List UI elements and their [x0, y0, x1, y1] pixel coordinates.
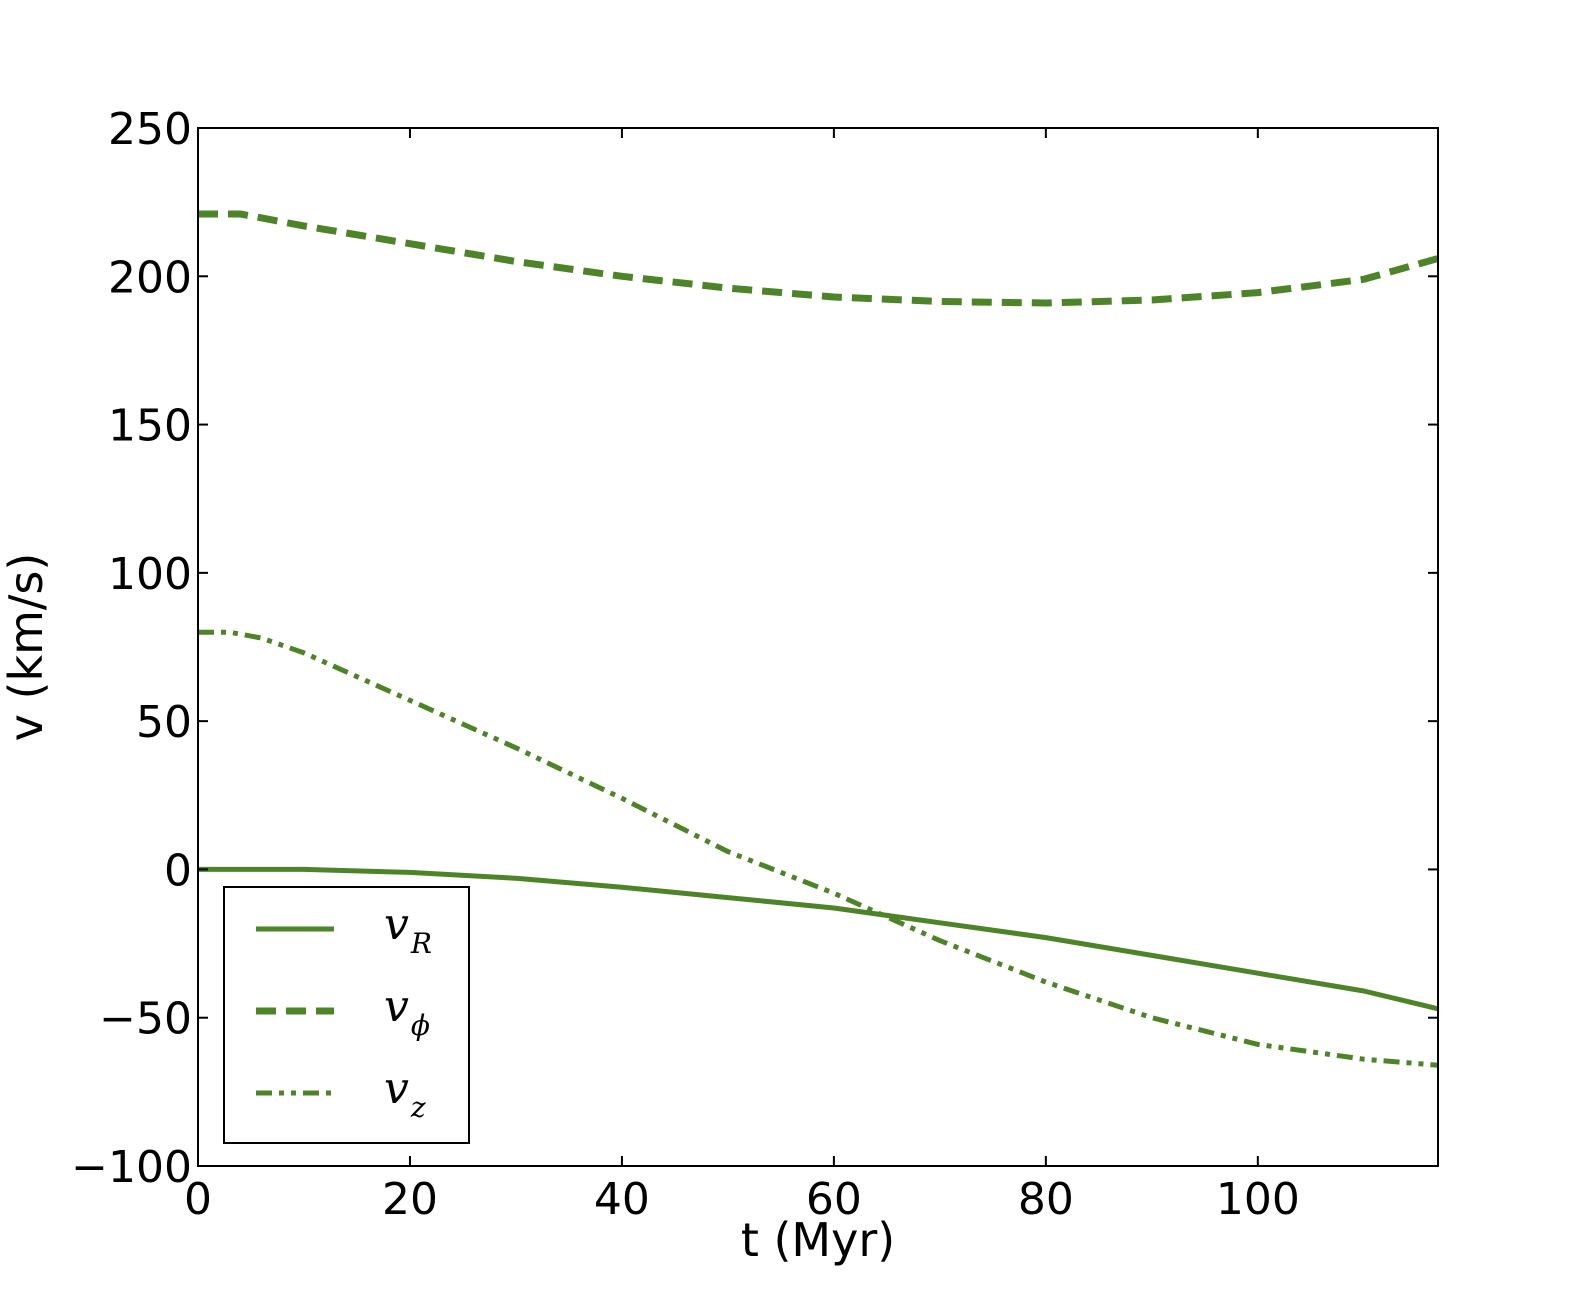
- legend-label-v-phi: vϕ: [384, 981, 430, 1042]
- legend-label-v-z: vz: [384, 1063, 426, 1124]
- y-tick-label: 250: [108, 104, 192, 155]
- ticks-layer: 0 20 40 60 80 100 −100 −50 0 50 100 150 200 250: [71, 104, 1438, 1225]
- legend-box: [223, 886, 470, 1144]
- legend-label-main: v: [384, 1063, 409, 1114]
- y-axis-label: v (km/s): [0, 553, 53, 742]
- legend-label-sub: R: [410, 927, 432, 960]
- legend-label-main: v: [384, 981, 409, 1032]
- series-layer: [198, 210, 1439, 1068]
- y-tick-label: −50: [99, 994, 192, 1045]
- legend-label-v-r: vR: [384, 899, 432, 960]
- y-tick-label: 50: [136, 697, 192, 748]
- series-line-v-z: [198, 629, 1439, 1068]
- x-tick-label: 0: [184, 1174, 212, 1225]
- y-tick-label: 100: [108, 549, 192, 600]
- y-tick-label: −100: [71, 1142, 192, 1193]
- plot-frame: [197, 127, 1439, 1167]
- x-tick-label: 60: [806, 1174, 862, 1225]
- series-line-v-r: [198, 866, 1439, 1012]
- legend-label-main: v: [384, 899, 409, 950]
- x-tick-label: 80: [1018, 1174, 1074, 1225]
- y-tick-label: 0: [164, 845, 192, 896]
- x-tick-label: 20: [382, 1174, 438, 1225]
- legend-label-sub: ϕ: [411, 1009, 430, 1042]
- series-line-v-phi: [198, 210, 1439, 307]
- x-axis-label: t (Myr): [741, 1213, 895, 1267]
- legend-label-sub: z: [410, 1091, 426, 1124]
- y-tick-label: 150: [108, 401, 192, 452]
- x-tick-label: 40: [594, 1174, 650, 1225]
- y-tick-label: 200: [108, 252, 192, 303]
- x-tick-label: 100: [1216, 1174, 1300, 1225]
